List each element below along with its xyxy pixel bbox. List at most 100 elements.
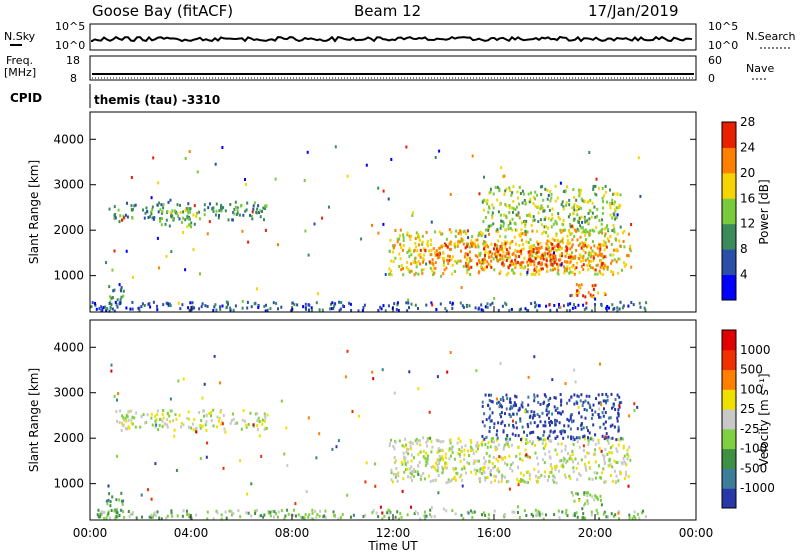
power-cell <box>240 203 243 207</box>
power-cell <box>524 224 527 228</box>
velocity-cell <box>582 448 585 452</box>
power-cell <box>215 308 218 312</box>
power-cell <box>152 300 155 304</box>
power-cell <box>162 206 165 210</box>
velocity-cell <box>150 497 153 501</box>
power-cell <box>111 268 114 272</box>
velocity-cell <box>585 408 588 412</box>
velocity-cell <box>498 455 501 459</box>
velocity-cell <box>603 460 606 464</box>
velocity-cell <box>135 411 138 415</box>
velocity-cell <box>108 492 111 496</box>
velocity-cell <box>572 466 575 470</box>
velocity-cell <box>543 430 546 434</box>
power-cell <box>306 150 309 154</box>
power-cell <box>611 259 614 263</box>
velocity-cell <box>301 516 304 520</box>
power-cell <box>98 307 101 311</box>
velocity-cell <box>488 399 491 402</box>
power-cell <box>262 206 265 210</box>
velocity-cell <box>387 508 390 512</box>
velocity-cell <box>216 415 219 419</box>
velocity-cell <box>442 439 445 443</box>
velocity-cell <box>580 458 583 462</box>
velocity-cell <box>166 425 169 429</box>
velocity-cell <box>627 475 630 479</box>
power-cell <box>146 210 149 214</box>
colorbar-frame <box>721 329 737 509</box>
power-cell <box>581 226 584 229</box>
power-cell <box>556 244 559 248</box>
velocity-cell <box>481 400 484 404</box>
power-cell <box>573 195 576 199</box>
power-cell <box>512 200 515 203</box>
power-cell <box>405 266 408 270</box>
velocity-cell <box>400 515 403 519</box>
power-cell <box>518 244 521 247</box>
velocity-cell <box>154 462 157 466</box>
velocity-cell <box>561 510 564 514</box>
velocity-cell <box>617 429 620 433</box>
velocity-cell <box>219 410 222 414</box>
power-cell <box>551 213 554 217</box>
power-cell <box>548 240 551 244</box>
power-cell <box>566 234 569 238</box>
power-cell <box>430 220 433 224</box>
power-cell <box>361 309 364 312</box>
velocity-cell <box>394 475 397 479</box>
velocity-cell <box>437 447 440 451</box>
velocity-cell <box>542 446 545 450</box>
power-cell <box>382 222 385 226</box>
velocity-cell <box>436 463 439 467</box>
velocity-cell <box>538 511 541 514</box>
velocity-cell <box>180 421 183 425</box>
velocity-cell <box>411 472 414 476</box>
power-cell <box>473 243 476 247</box>
velocity-cell <box>509 397 512 401</box>
power-cell <box>545 242 548 246</box>
power-cell <box>582 268 585 271</box>
power-cell <box>599 245 602 249</box>
power-cell <box>290 309 293 313</box>
velocity-cell <box>479 477 481 480</box>
power-cell <box>400 246 403 249</box>
power-cell <box>167 304 170 307</box>
power-cell <box>543 225 546 229</box>
power-cell <box>486 265 488 269</box>
power-cell <box>596 263 599 267</box>
power-cell <box>528 254 531 258</box>
power-cell <box>606 265 609 269</box>
power-cell <box>167 200 170 204</box>
velocity-cell <box>572 460 574 464</box>
velocity-cell <box>273 515 275 519</box>
power-cell <box>118 302 121 306</box>
velocity-cell <box>466 449 469 453</box>
power-cell <box>470 259 473 262</box>
power-cell <box>241 229 244 233</box>
power-cell <box>414 271 417 275</box>
power-cell <box>220 203 223 207</box>
velocity-cell <box>585 468 588 472</box>
power-cell <box>585 306 588 310</box>
power-cell <box>150 196 153 200</box>
velocity-cell <box>558 516 561 520</box>
power-cell <box>545 263 548 267</box>
velocity-cell <box>475 369 478 373</box>
velocity-cell <box>473 468 476 472</box>
velocity-cell <box>587 429 589 433</box>
power-cell <box>523 198 526 202</box>
power-cell <box>639 194 642 198</box>
velocity-cell <box>493 474 496 478</box>
power-cell <box>561 237 564 241</box>
power-cell <box>481 200 484 204</box>
velocity-cell <box>521 478 524 482</box>
velocity-cell <box>534 474 537 478</box>
power-cell <box>407 298 410 302</box>
velocity-cell <box>471 516 474 519</box>
velocity-cell <box>461 484 464 488</box>
ytick-label: 1000 <box>53 269 84 283</box>
power-cell <box>497 259 500 263</box>
velocity-cell <box>578 411 580 415</box>
power-cell <box>405 145 408 149</box>
power-cell <box>532 248 535 251</box>
